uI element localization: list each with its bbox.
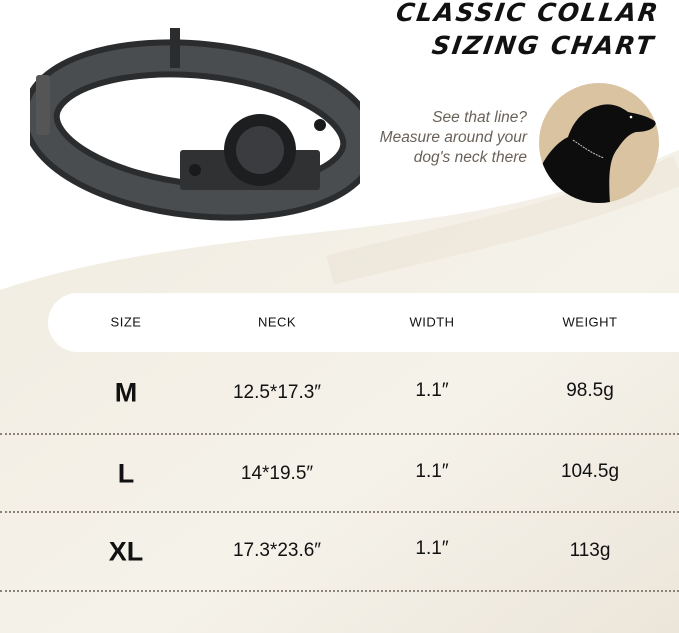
tip-line-2: Measure around your bbox=[379, 129, 527, 146]
width-cell: 1.1″ bbox=[415, 461, 449, 482]
size-cell: XL bbox=[108, 536, 144, 567]
header-weight: WEIGHT bbox=[562, 314, 618, 330]
neck-cell: 12.5*17.3″ bbox=[232, 382, 322, 403]
weight-cell: 113g bbox=[569, 540, 611, 561]
title-line-2: SIZING CHART bbox=[429, 31, 657, 60]
weight-cell: 104.5g bbox=[560, 461, 620, 482]
collar-product-image bbox=[30, 28, 360, 221]
tip-line-1: See that line? bbox=[432, 109, 527, 126]
header-size: SIZE bbox=[110, 314, 142, 330]
page-title: CLASSIC COLLAR SIZING CHART bbox=[389, 0, 661, 62]
tip-line-3: dog's neck there bbox=[413, 149, 527, 166]
header-neck: NECK bbox=[257, 314, 297, 330]
width-cell: 1.1″ bbox=[415, 538, 449, 559]
header-width: WIDTH bbox=[409, 314, 455, 330]
weight-cell: 98.5g bbox=[566, 380, 614, 401]
neck-cell: 14*19.5″ bbox=[240, 463, 314, 484]
row-divider bbox=[0, 511, 679, 513]
row-divider bbox=[0, 433, 679, 435]
size-cell: M bbox=[114, 377, 138, 408]
row-divider bbox=[0, 590, 679, 592]
size-cell: L bbox=[117, 458, 135, 489]
neck-cell: 17.3*23.6″ bbox=[232, 540, 322, 561]
measure-tip: See that line? Measure around your dog's… bbox=[380, 108, 527, 168]
width-cell: 1.1″ bbox=[415, 380, 449, 401]
table-header bbox=[48, 293, 679, 352]
dog-neck-illustration bbox=[539, 83, 659, 203]
title-line-1: CLASSIC COLLAR bbox=[394, 0, 662, 27]
